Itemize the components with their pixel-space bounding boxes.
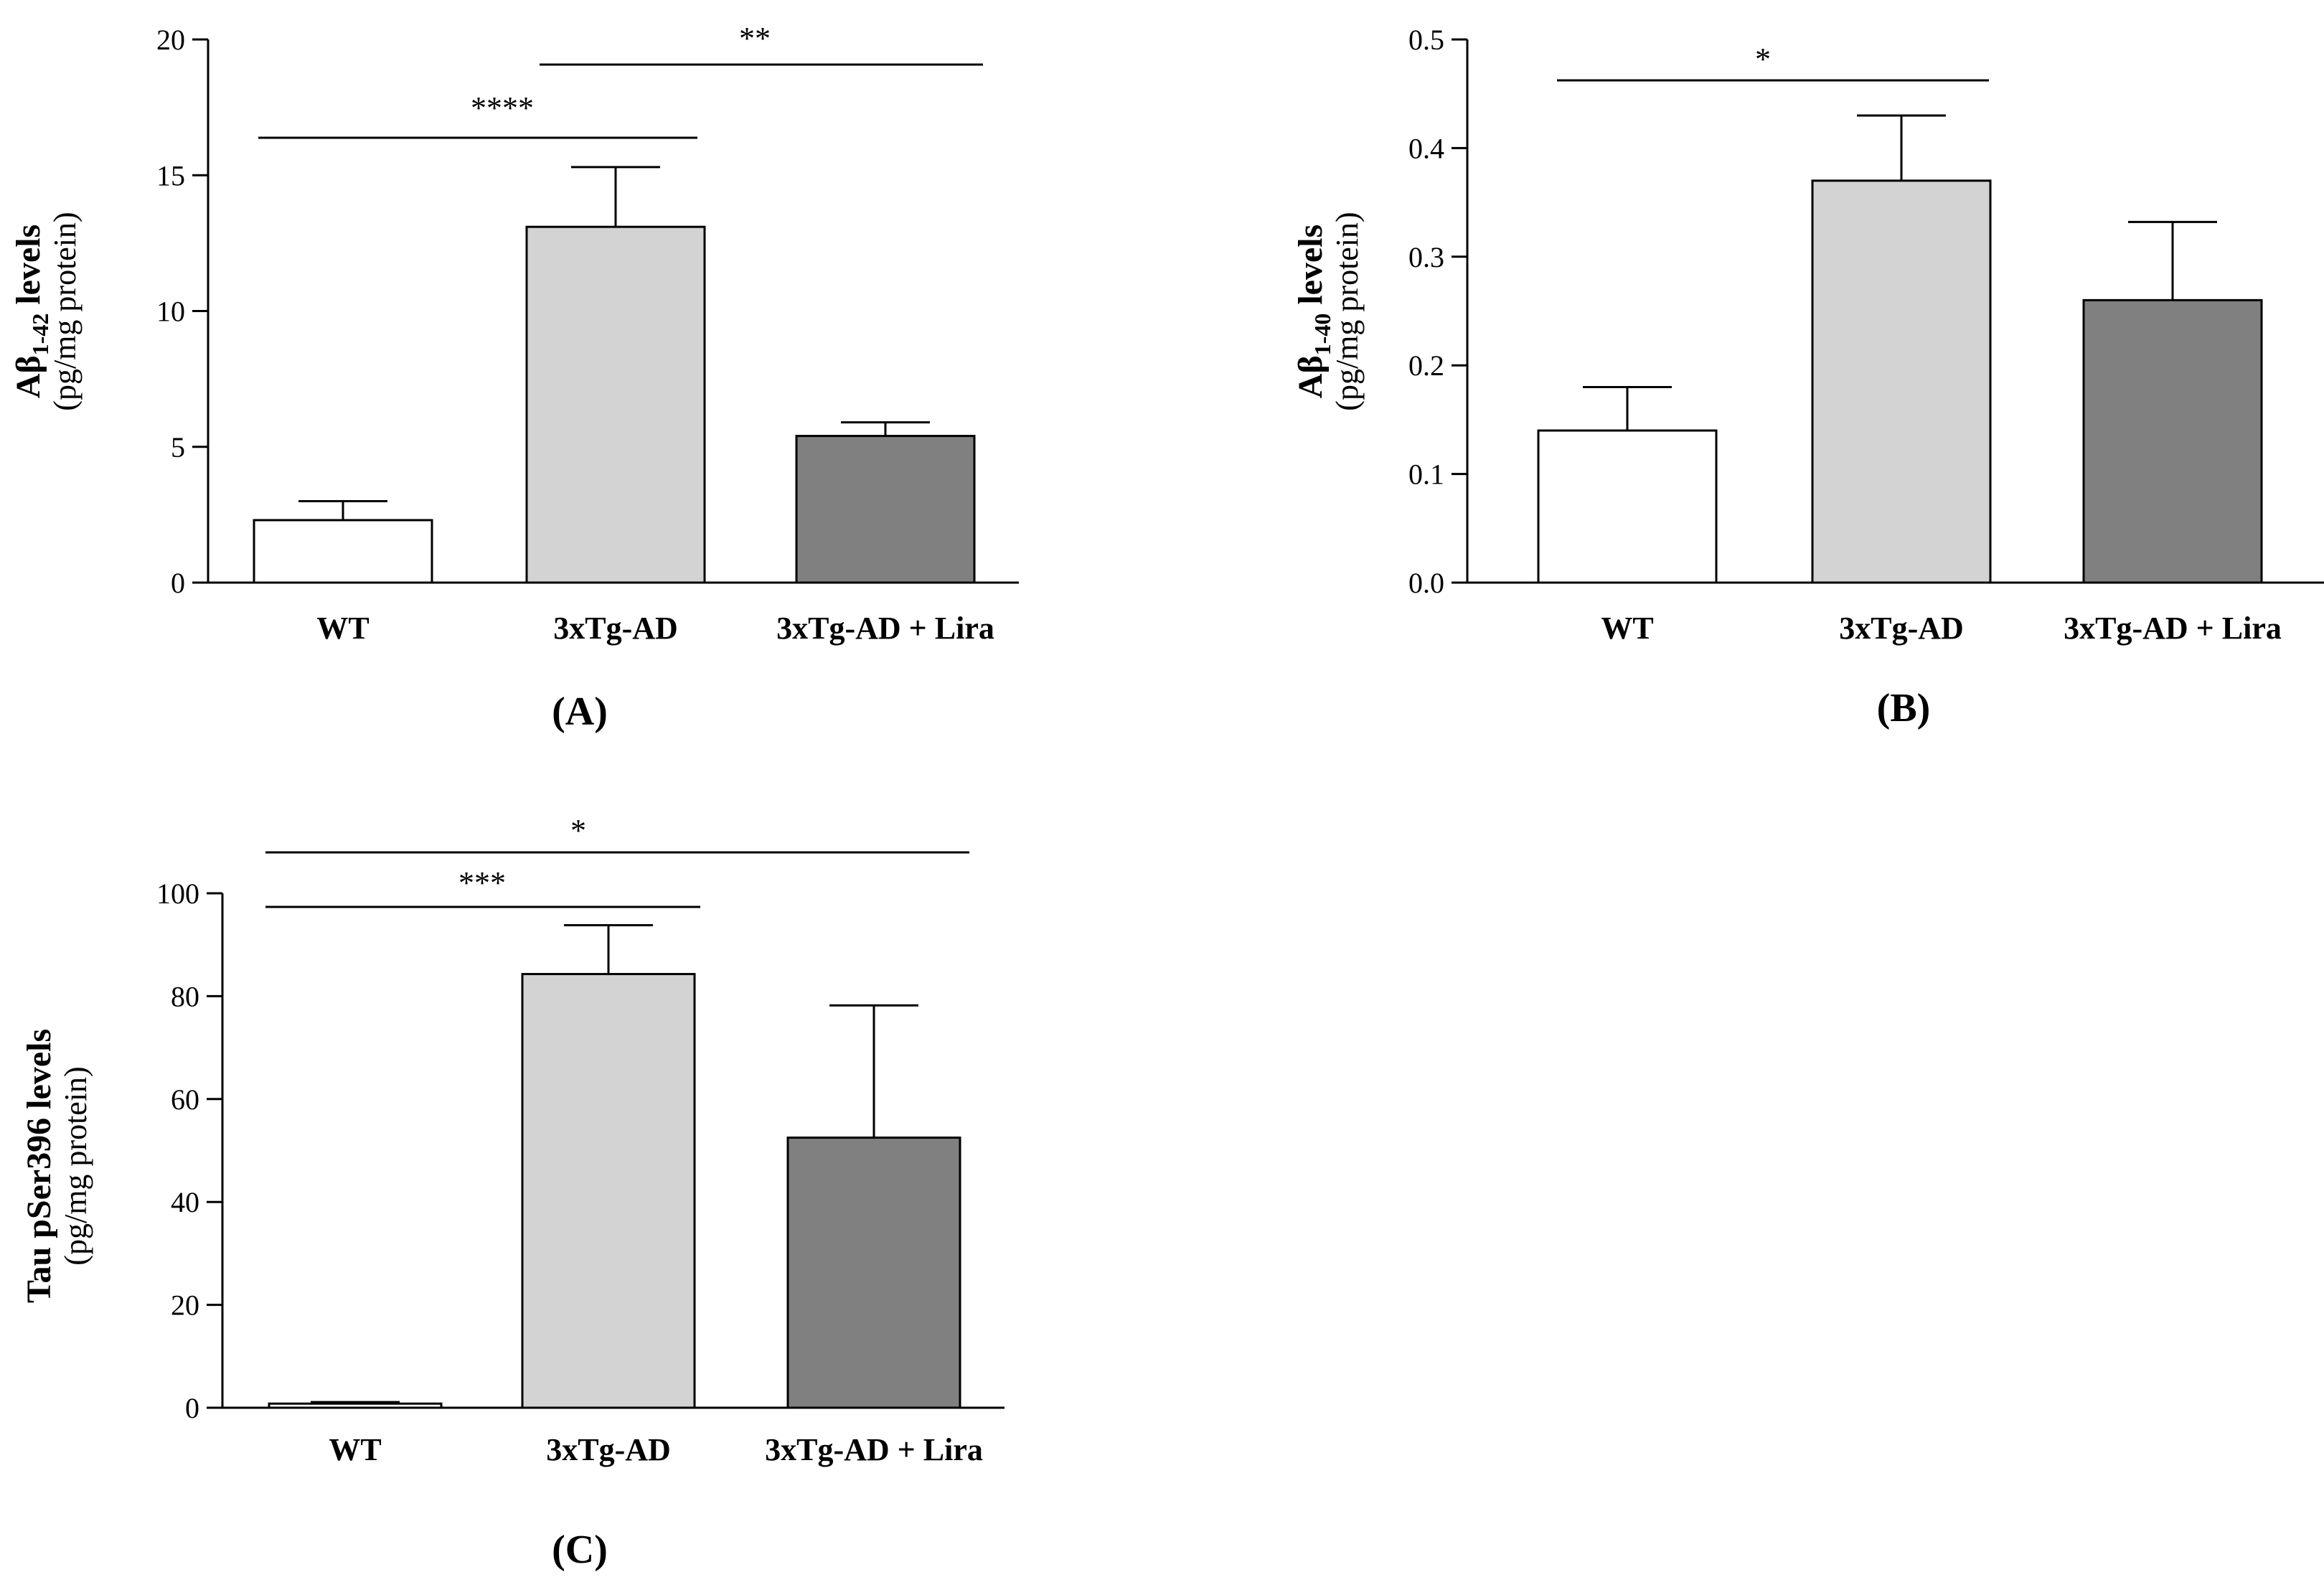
- y-tick-label: 20: [156, 24, 185, 56]
- y-tick-label: 0.4: [1408, 132, 1444, 164]
- significance-label: ****: [471, 90, 534, 126]
- category-label: 3xTg-AD: [1839, 611, 1964, 646]
- bar-3: [786, 1137, 961, 1409]
- y-tick-label: 10: [156, 296, 185, 328]
- y-tick-label: 0.0: [1408, 567, 1444, 599]
- panel-label: (B): [1877, 686, 1931, 730]
- bar-1: [268, 1402, 443, 1409]
- y-tick-label: 0.1: [1408, 458, 1444, 491]
- y-tick-label: 0: [171, 567, 185, 599]
- category-label: WT: [329, 1432, 381, 1467]
- significance-label: *: [1755, 42, 1771, 77]
- category-label: 3xTg-AD: [553, 611, 678, 646]
- y-axis-label: Tau pSer396 levels: [20, 1029, 58, 1303]
- y-tick-label: 15: [156, 159, 185, 192]
- y-axis-unit: (pg/mg protein): [58, 1066, 93, 1265]
- significance-label: **: [739, 21, 771, 56]
- category-label: WT: [316, 611, 369, 646]
- y-tick-label: 40: [171, 1186, 199, 1218]
- y-tick-label: 100: [156, 878, 199, 910]
- y-axis-unit: (pg/mg protein): [1330, 212, 1365, 410]
- bar-2: [521, 973, 696, 1409]
- bar-2: [525, 225, 706, 584]
- significance-label: ***: [458, 865, 506, 900]
- bar-2: [1811, 179, 1992, 584]
- y-tick-label: 0: [185, 1392, 199, 1424]
- category-label: 3xTg-AD + Lira: [2064, 611, 2282, 646]
- y-tick-label: 5: [171, 431, 185, 464]
- panel-label: (A): [552, 690, 608, 734]
- bar-3: [2082, 298, 2263, 584]
- chart-panel-2: 0.0 0.1 0.2 0.3 0.4 0.5 WT 3xTg-AD 3xTg-AD + Lir…: [1292, 24, 2324, 730]
- y-tick-label: 0.5: [1408, 24, 1444, 56]
- category-label: 3xTg-AD + Lira: [765, 1432, 983, 1467]
- bar-1: [1537, 429, 1718, 584]
- bar-3: [795, 435, 976, 584]
- y-tick-label: 0.2: [1408, 349, 1444, 382]
- category-label: 3xTg-AD: [546, 1432, 671, 1467]
- panel-label: (C): [552, 1528, 608, 1572]
- y-axis-label: Aβ1-40 levels: [1292, 225, 1335, 399]
- bar-1: [253, 519, 433, 584]
- y-tick-label: 0.3: [1408, 241, 1444, 273]
- category-label: WT: [1601, 611, 1653, 646]
- y-axis-unit: (pg/mg protein): [47, 212, 83, 410]
- significance-label: *: [570, 813, 586, 848]
- y-tick-label: 60: [171, 1083, 199, 1116]
- y-axis-label: Aβ1-42 levels: [9, 225, 53, 399]
- y-tick-label: 20: [171, 1289, 199, 1322]
- category-label: 3xTg-AD + Lira: [776, 611, 994, 646]
- y-tick-label: 80: [171, 980, 199, 1012]
